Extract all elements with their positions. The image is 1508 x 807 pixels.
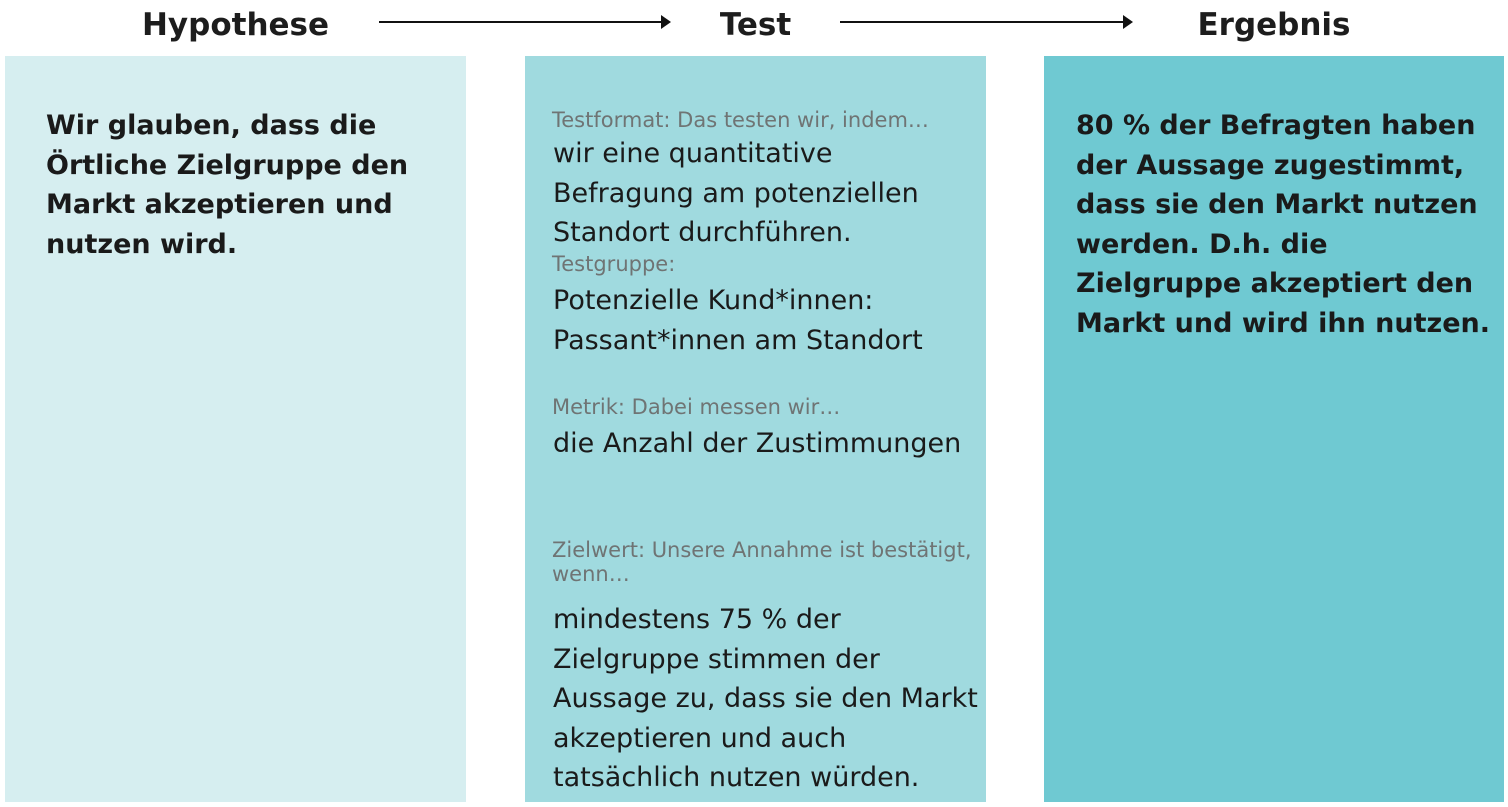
metrik-label: Metrik: Dabei messen wir…	[552, 395, 841, 419]
metrik-value: die Anzahl der Zustimmungen	[553, 428, 962, 459]
testgruppe-value: Potenzielle Kund*innen: Passant*innen am…	[553, 285, 923, 356]
ergebnis-text: 80 % der Befragten haben der Aussage zug…	[1076, 110, 1491, 339]
header-test: Test	[719, 7, 792, 43]
hypothese-panel: Wir glauben, dass die Örtliche Zielgrupp…	[5, 56, 466, 802]
header-hypothese: Hypothese	[141, 7, 330, 43]
testgruppe-label: Testgruppe:	[552, 252, 676, 276]
test-panel: Testformat: Das testen wir, indem… wir e…	[525, 56, 986, 802]
testformat-value: wir eine quantitative Befragung am poten…	[553, 138, 919, 248]
arrow-right-icon	[840, 15, 1133, 29]
zielwert-label: Zielwert: Unsere Annahme ist bestätigt, …	[552, 538, 972, 586]
arrow-right-icon	[379, 15, 671, 29]
hypothese-text: Wir glauben, dass die Örtliche Zielgrupp…	[46, 110, 409, 260]
ergebnis-panel: 80 % der Befragten haben der Aussage zug…	[1044, 56, 1504, 802]
testformat-label: Testformat: Das testen wir, indem…	[552, 108, 929, 132]
header-ergebnis: Ergebnis	[1197, 7, 1351, 43]
zielwert-value: mindestens 75 % der Zielgruppe stimmen d…	[553, 604, 978, 793]
